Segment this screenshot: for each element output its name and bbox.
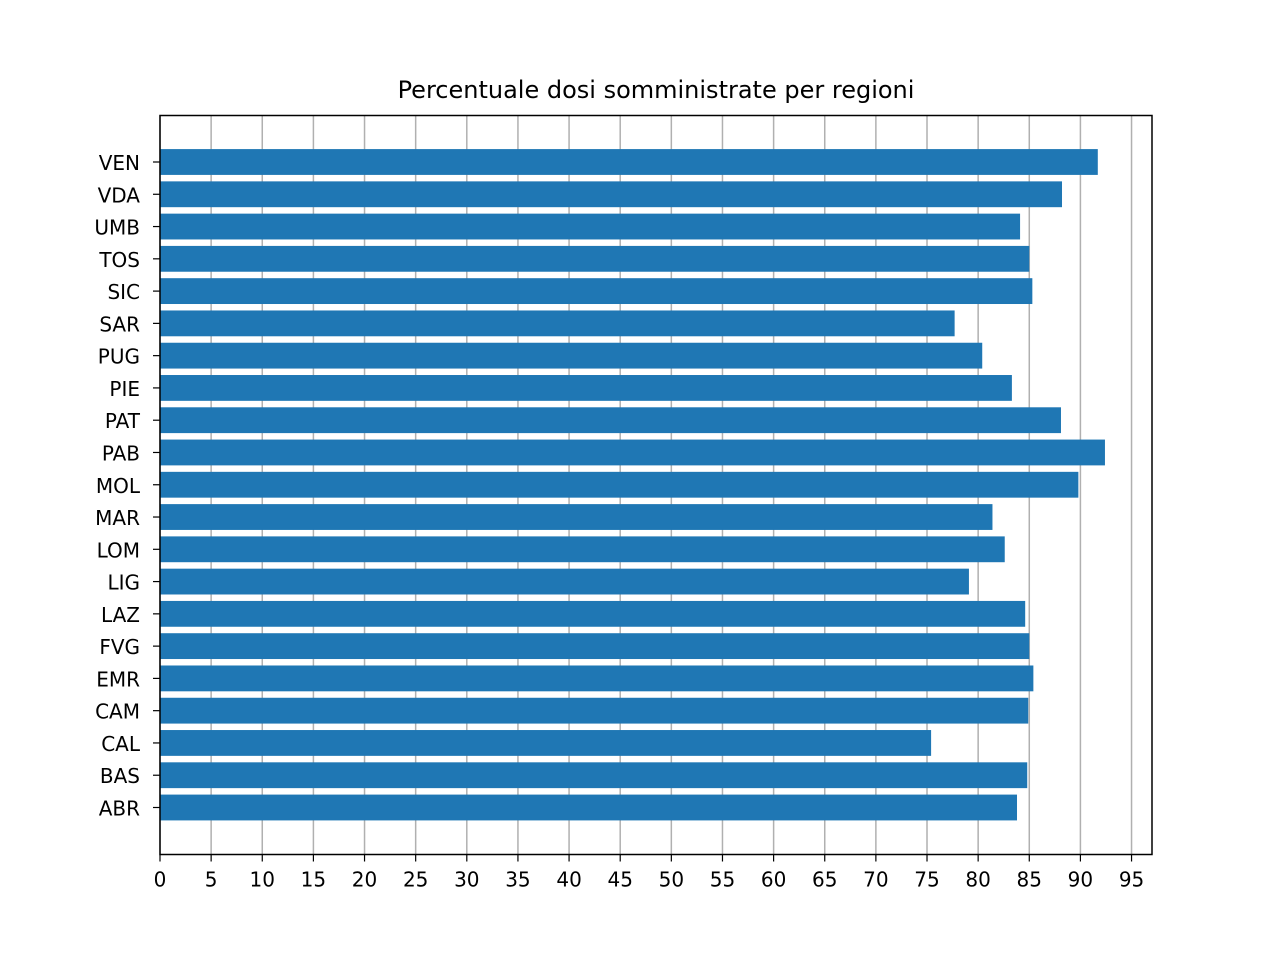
x-axis: 0 5 10 15 20 25 30 35 40 45 50 55 60 65 70 75 80 85 90 95 [154, 854, 1144, 892]
bar-pie [160, 375, 1012, 401]
bar-umb [160, 213, 1021, 240]
x-tick-label: 35 [505, 868, 530, 892]
x-tick-label: 20 [352, 868, 377, 892]
x-tick-label: 60 [761, 868, 786, 892]
x-tick-label: 50 [659, 868, 684, 892]
x-tick-label: 95 [1119, 868, 1144, 892]
bar-sic [160, 278, 1033, 305]
x-tick-label: 80 [965, 868, 990, 892]
bar-vda [160, 181, 1063, 208]
bar-pat [160, 407, 1061, 434]
bar-tos [160, 245, 1030, 272]
bar-pab [160, 439, 1105, 466]
x-tick-label: 30 [454, 868, 479, 892]
bar-cal [160, 730, 932, 756]
bars [160, 149, 1105, 821]
x-tick-label: 45 [607, 868, 632, 892]
y-tick-label-sic: SIC [107, 280, 140, 304]
y-tick-label-emr: EMR [96, 667, 140, 691]
x-tick-label: 55 [710, 868, 735, 892]
bar-lig [160, 568, 969, 595]
y-tick-label-tos: TOS [98, 248, 140, 272]
y-tick-label-abr: ABR [99, 797, 140, 821]
x-tick-label: 25 [403, 868, 428, 892]
y-tick-label-umb: UMB [94, 216, 140, 240]
x-tick-label: 0 [154, 868, 167, 892]
y-tick-label-vda: VDA [98, 183, 141, 207]
x-tick-label: 5 [205, 868, 218, 892]
chart-title: Percentuale dosi somministrate per regio… [398, 76, 915, 104]
y-tick-label-lig: LIG [107, 571, 140, 595]
x-tick-label: 10 [250, 868, 275, 892]
bar-emr [160, 665, 1034, 692]
bar-sar [160, 310, 955, 337]
y-tick-label-pab: PAB [102, 441, 140, 465]
x-tick-label: 85 [1017, 868, 1042, 892]
y-axis: ABR BAS CAL CAM EMR FVG LAZ LIG LOM MAR MOL PAB PAT P… [94, 151, 160, 821]
bar-ven [160, 149, 1098, 175]
x-tick-label: 15 [301, 868, 326, 892]
y-tick-label-mol: MOL [96, 474, 141, 498]
y-tick-label-laz: LAZ [101, 603, 140, 627]
bar-lom [160, 536, 1005, 563]
bar-bas [160, 762, 1028, 789]
x-tick-label: 65 [812, 868, 837, 892]
bar-abr [160, 794, 1018, 821]
y-tick-label-cam: CAM [95, 700, 140, 724]
bar-mar [160, 504, 993, 530]
y-tick-label-ven: VEN [99, 151, 140, 175]
x-tick-label: 70 [863, 868, 888, 892]
y-tick-label-pat: PAT [105, 409, 141, 433]
bar-laz [160, 600, 1026, 627]
y-tick-label-bas: BAS [100, 764, 140, 788]
y-tick-label-sar: SAR [99, 312, 140, 336]
y-tick-label-pie: PIE [109, 377, 140, 401]
y-tick-label-mar: MAR [95, 506, 140, 530]
x-tick-label: 40 [556, 868, 581, 892]
x-tick-label: 75 [914, 868, 939, 892]
y-tick-label-pug: PUG [98, 345, 140, 369]
bar-mol [160, 471, 1079, 498]
y-tick-label-lom: LOM [97, 538, 140, 562]
bar-fvg [160, 633, 1030, 660]
y-tick-label-fvg: FVG [99, 635, 140, 659]
bar-pug [160, 342, 983, 369]
y-tick-label-cal: CAL [101, 732, 141, 756]
x-tick-label: 90 [1068, 868, 1093, 892]
bar-cam [160, 697, 1029, 724]
